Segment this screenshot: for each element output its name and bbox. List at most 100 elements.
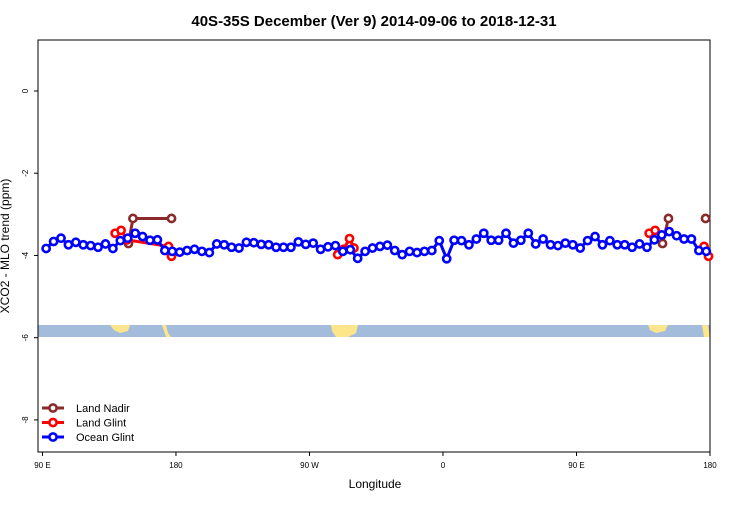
map-strip xyxy=(38,325,710,337)
point xyxy=(523,228,534,239)
point xyxy=(189,244,200,255)
point xyxy=(93,242,103,253)
point xyxy=(211,239,222,249)
x-tick-label: 90 E xyxy=(34,461,50,470)
point xyxy=(456,235,467,246)
point xyxy=(389,245,400,256)
point xyxy=(128,213,138,224)
point xyxy=(686,234,697,244)
legend-marker xyxy=(48,417,58,428)
point xyxy=(145,235,155,246)
point xyxy=(597,239,608,250)
point xyxy=(538,234,549,244)
point xyxy=(627,242,638,253)
point xyxy=(100,239,111,249)
point xyxy=(493,235,504,246)
point xyxy=(308,238,319,249)
x-axis-label: Longitude xyxy=(349,477,402,491)
point xyxy=(412,247,422,258)
point xyxy=(449,235,460,246)
x-tick-label: 90 E xyxy=(568,461,584,470)
point xyxy=(182,245,192,256)
point xyxy=(256,239,267,250)
point xyxy=(649,234,660,245)
point xyxy=(426,245,437,256)
point xyxy=(167,246,178,257)
x-tick-label: 90 W xyxy=(300,461,319,470)
point xyxy=(478,228,489,239)
ocean-band xyxy=(38,325,710,337)
point xyxy=(693,245,704,256)
point xyxy=(159,245,170,256)
point xyxy=(582,235,593,246)
land xyxy=(648,325,668,333)
legend-marker xyxy=(48,403,58,413)
point xyxy=(234,243,244,253)
point xyxy=(575,243,586,253)
point xyxy=(671,230,682,241)
point xyxy=(204,247,215,258)
point xyxy=(300,239,311,250)
point xyxy=(464,239,474,250)
land xyxy=(162,325,171,337)
point xyxy=(642,242,652,253)
y-tick-label: 0 xyxy=(21,88,30,93)
point xyxy=(404,246,415,257)
point xyxy=(248,237,259,248)
point xyxy=(441,253,452,264)
point xyxy=(286,242,296,253)
point xyxy=(530,239,541,249)
land xyxy=(702,325,710,337)
point xyxy=(85,240,96,251)
y-tick-label: -2 xyxy=(21,169,30,177)
point xyxy=(434,235,445,246)
point xyxy=(352,253,363,264)
y-tick-label: -4 xyxy=(21,251,30,259)
legend-label: Land Glint xyxy=(76,418,126,430)
point xyxy=(590,231,600,242)
y-tick-label: -8 xyxy=(21,416,30,424)
point xyxy=(78,239,89,250)
point xyxy=(560,238,571,249)
point xyxy=(41,243,52,254)
point xyxy=(137,231,148,242)
point xyxy=(657,238,668,249)
plot-frame xyxy=(37,39,711,453)
point xyxy=(197,246,207,257)
point xyxy=(226,242,237,253)
point xyxy=(663,213,674,224)
point xyxy=(122,233,133,244)
point xyxy=(166,213,177,224)
land xyxy=(331,325,358,337)
point xyxy=(567,239,578,250)
point xyxy=(345,244,356,255)
point xyxy=(116,225,126,236)
point xyxy=(656,229,667,240)
point xyxy=(360,246,370,257)
point xyxy=(382,240,393,251)
point xyxy=(419,246,430,257)
point xyxy=(664,226,675,237)
point xyxy=(471,234,482,244)
point xyxy=(367,243,378,253)
point xyxy=(174,247,185,258)
x-tick-label: 180 xyxy=(703,461,717,470)
point xyxy=(515,235,526,246)
point xyxy=(375,241,385,252)
land xyxy=(110,325,130,333)
x-tick-label: 180 xyxy=(169,461,183,470)
point xyxy=(604,235,615,246)
point xyxy=(701,246,712,257)
point xyxy=(130,228,141,239)
point xyxy=(152,234,163,245)
point xyxy=(330,240,341,251)
chart-title: 40S-35S December (Ver 9) 2014-09-06 to 2… xyxy=(191,13,556,30)
point xyxy=(56,233,66,244)
point xyxy=(545,239,556,250)
x-tick-label: 0 xyxy=(441,461,446,470)
point xyxy=(700,213,711,224)
legend-marker xyxy=(48,432,58,442)
legend-label: Land Nadir xyxy=(76,403,130,415)
